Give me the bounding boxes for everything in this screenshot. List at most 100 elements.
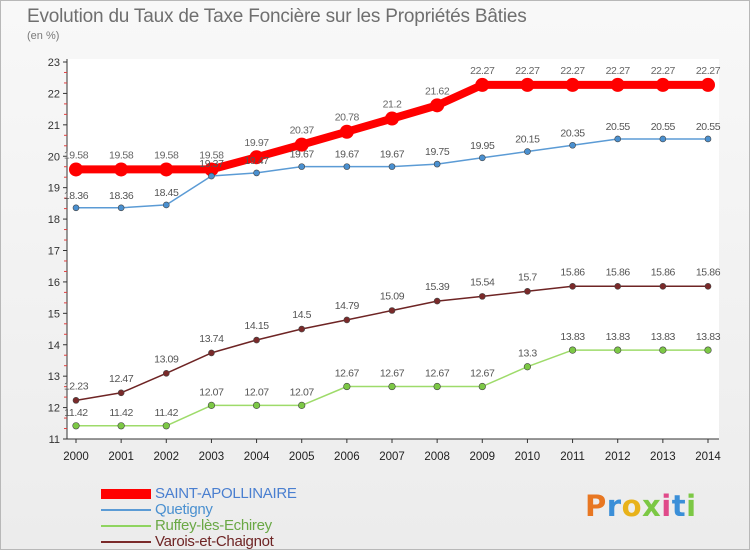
data-label: 22.27 [606,65,631,77]
logo-letter: x [642,489,662,523]
series-varois-et-chaignot: 12.23 12.47 13.09 13.74 14.15 14.5 14.79 15.09 1… [64,266,721,404]
data-label: 12.67 [425,368,450,380]
x-tick-label: 2007 [379,451,405,463]
data-point [659,283,667,290]
y-tick-label: 14 [48,340,60,352]
data-label: 13.09 [154,353,179,365]
data-label: 20.55 [651,121,676,133]
data-point [478,382,486,391]
legend-swatch [101,509,151,511]
data-label: 19.75 [425,146,450,158]
data-point [614,135,622,143]
data-point [343,316,351,324]
data-point [659,346,667,354]
data-label: 11.42 [109,407,133,419]
x-tick-label: 2003 [199,451,225,463]
logo-letter: o [621,489,643,523]
data-label: 13.83 [606,331,631,343]
data-label: 12.67 [470,368,495,380]
unit-label: (en %) [27,30,60,42]
x-tick-label: 2013 [650,451,676,463]
x-tick-label: 2008 [424,451,450,463]
data-point [249,150,264,165]
data-label: 21.62 [425,85,450,97]
data-label: 12.67 [335,368,360,380]
legend-swatch [101,541,151,543]
data-label: 20.35 [560,127,585,139]
legend-label: Ruffey-lès-Echirey [155,517,272,534]
data-point [569,283,576,290]
data-point [114,162,129,177]
data-label: 22.27 [470,65,495,77]
data-label: 19.37 [199,158,224,170]
y-tick-label: 23 [48,57,60,69]
y-tick-label: 18 [48,214,60,226]
y-tick-label: 15 [48,308,60,320]
data-point [208,172,215,180]
data-label: 12.47 [109,373,134,385]
x-tick-label: 2014 [695,451,721,463]
data-label: 12.07 [290,386,315,398]
data-label: 20.55 [696,121,721,133]
data-label: 12.23 [64,380,89,392]
y-tick-label: 21 [48,120,60,132]
y-tick-label: 13 [48,371,60,383]
data-label: 20.15 [515,134,540,146]
series-quetigny: 18.36 18.36 18.45 19.37 19.47 19.67 19.67 19.67… [64,121,721,212]
data-label: 22.27 [696,65,721,77]
data-point [524,148,531,155]
data-point [298,401,306,409]
data-point [253,336,260,344]
data-point [294,137,309,152]
y-tick-label: 12 [48,403,60,415]
data-point [385,111,399,126]
x-tick-label: 2002 [153,451,179,463]
data-point [614,283,622,290]
data-point [704,283,712,290]
logo-letter: r [606,489,622,523]
data-label: 20.55 [606,121,631,133]
data-label: 13.83 [696,331,721,343]
data-label: 20.78 [335,112,360,124]
data-point [343,163,351,170]
data-label: 13.74 [199,333,224,345]
x-tick-label: 2011 [560,451,585,463]
data-label: 19.67 [290,149,315,161]
data-point [72,422,80,430]
logo-letter: i [661,489,672,523]
y-tick-label: 22 [48,88,60,100]
logo-letter: i [686,489,697,523]
data-label: 15.86 [560,266,585,278]
data-point [388,307,396,314]
legend-swatch [101,489,151,499]
data-label: 15.7 [518,271,537,283]
data-label: 19.58 [64,149,89,161]
data-point [159,162,174,177]
data-label: 19.47 [244,155,269,167]
legend-label: SAINT-APOLLINAIRE [155,485,297,502]
data-point [388,163,396,170]
data-label: 14.79 [335,300,360,312]
data-point [117,204,125,212]
x-tick-label: 2012 [605,451,631,463]
data-label: 18.36 [64,190,89,202]
data-label: 13.83 [651,331,676,343]
data-point [704,135,712,143]
data-label: 12.67 [380,368,405,380]
data-point [162,201,170,209]
series-ruffey-l-s-echirey: 11.42 11.42 11.42 12.07 12.07 12.07 12.67 12.67… [64,331,721,430]
data-point [565,77,580,92]
data-label: 13.83 [560,331,585,343]
data-point [520,77,535,92]
x-tick-label: 2006 [334,451,360,463]
y-tick-label: 11 [49,434,60,446]
y-tick-label: 17 [48,246,60,258]
data-point [430,98,445,113]
data-point [568,346,577,354]
brand-logo: Proxiti [585,489,697,523]
data-label: 19.95 [470,140,495,152]
data-point [478,154,486,162]
data-label: 15.39 [425,281,450,293]
